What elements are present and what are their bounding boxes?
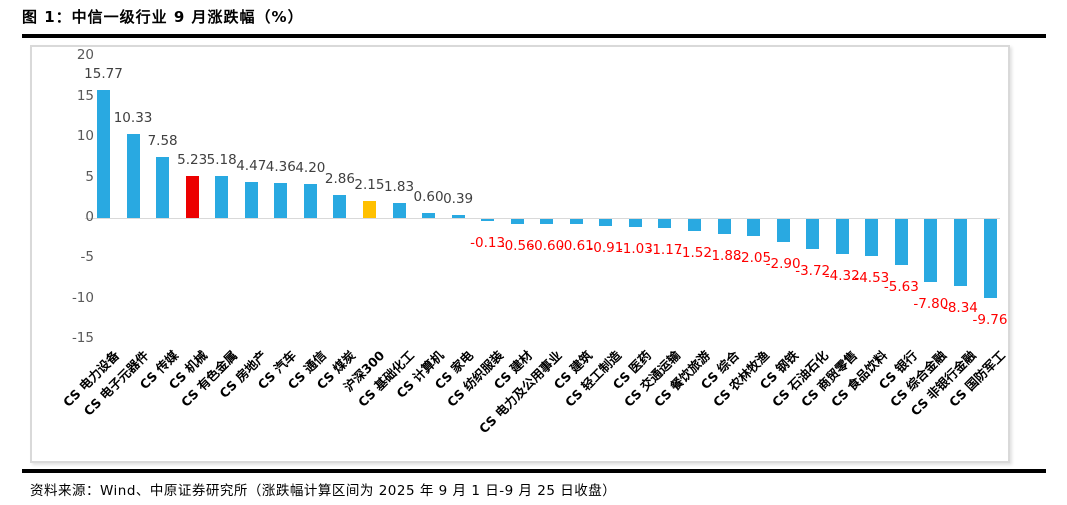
chart-frame: 20 15 10 5 0 -5 -10 -15 15.77 CS 电力设备 10.33 CS 电子元器… xyxy=(30,45,1010,463)
bar-value-label: -5.63 xyxy=(883,278,919,295)
bar-value-label: 0.39 xyxy=(443,190,474,207)
bar xyxy=(835,219,849,254)
bar xyxy=(303,184,317,218)
bar-value-label: -0.13 xyxy=(470,234,506,251)
title-rule xyxy=(22,34,1046,38)
y-axis-tick-label: -10 xyxy=(71,289,94,306)
bar-value-label: -1.17 xyxy=(647,242,683,259)
bar-value-label: -7.80 xyxy=(913,296,949,313)
bar-value-label: -0.91 xyxy=(588,240,624,257)
y-axis-tick-label: 20 xyxy=(76,47,94,64)
bar xyxy=(274,182,288,218)
bar-value-label: 10.33 xyxy=(113,110,153,127)
y-axis-tick-label: -5 xyxy=(80,249,94,266)
bar xyxy=(747,219,761,236)
bar xyxy=(215,176,229,218)
bar-value-label: 5.18 xyxy=(206,152,237,169)
bar xyxy=(362,200,376,218)
bar xyxy=(510,219,524,224)
bar xyxy=(244,181,258,218)
bar xyxy=(569,219,583,224)
bar xyxy=(126,134,140,218)
bar xyxy=(156,156,170,218)
bar-value-label: -3.72 xyxy=(795,263,831,280)
bar-value-label: 0.60 xyxy=(413,189,444,206)
figure-title: 图 1：中信一级行业 9 月涨跌幅（%） xyxy=(22,8,304,26)
y-axis-tick-label: 5 xyxy=(85,168,94,185)
y-axis-tick-label: 15 xyxy=(76,87,94,104)
bar xyxy=(806,219,820,250)
bar-value-label: -0.60 xyxy=(529,237,565,254)
bar xyxy=(953,219,967,287)
bar-value-label: 4.47 xyxy=(236,157,267,174)
bar-value-label: -2.05 xyxy=(736,249,772,266)
bar xyxy=(599,219,613,227)
bar-value-label: -8.34 xyxy=(942,300,978,317)
bar-value-label: 15.77 xyxy=(84,66,123,83)
bar-value-label: -1.52 xyxy=(677,245,712,262)
bar-value-label: -0.56 xyxy=(499,237,535,254)
bar xyxy=(865,219,879,256)
bar xyxy=(333,194,347,218)
bar-value-label: 1.83 xyxy=(383,179,415,196)
bar xyxy=(451,214,465,218)
bar xyxy=(717,219,731,235)
bar xyxy=(422,213,436,218)
bar-value-label: -4.53 xyxy=(854,269,890,286)
y-axis-tick-label: 10 xyxy=(76,128,94,145)
bar xyxy=(658,219,672,229)
bar xyxy=(924,219,938,283)
x-axis-zero-line xyxy=(85,218,1000,219)
bar xyxy=(392,203,406,218)
bar-value-label: -2.90 xyxy=(765,256,801,273)
bar-value-label: -4.32 xyxy=(824,267,860,284)
bar-value-label: 7.58 xyxy=(147,132,178,149)
bar xyxy=(983,219,997,298)
bar-value-label: 2.86 xyxy=(324,170,355,187)
bar xyxy=(688,219,701,232)
bar xyxy=(894,219,908,265)
bar-value-label: 4.20 xyxy=(295,160,326,177)
bar-value-label: 4.36 xyxy=(265,158,296,175)
bar xyxy=(185,175,199,218)
bar xyxy=(540,219,554,224)
bar xyxy=(628,219,642,228)
y-axis-tick-label: 0 xyxy=(85,209,94,225)
bar-value-label: -1.03 xyxy=(617,241,653,258)
bar-chart: 20 15 10 5 0 -5 -10 -15 15.77 CS 电力设备 10.33 CS 电子元器… xyxy=(32,47,1009,461)
bar xyxy=(481,219,495,221)
bar xyxy=(776,219,790,243)
bar-value-label: -1.88 xyxy=(706,248,742,265)
bar-value-label: -0.61 xyxy=(558,237,594,254)
y-axis-tick-label: -15 xyxy=(71,330,94,347)
source-note: 资料来源：Wind、中原证券研究所（涨跌幅计算区间为 2025 年 9 月 1 … xyxy=(30,483,617,499)
bar-value-label: -9.76 xyxy=(972,311,1008,328)
bar xyxy=(97,90,110,218)
footer-rule xyxy=(22,469,1046,473)
bar-value-label: 5.23 xyxy=(177,151,208,168)
bar-value-label: 2.15 xyxy=(354,176,385,193)
